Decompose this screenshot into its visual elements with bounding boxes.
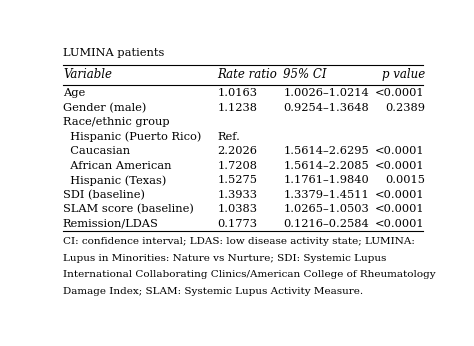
Text: Ref.: Ref. [217, 132, 240, 142]
Text: <0.0001: <0.0001 [375, 161, 425, 171]
Text: 0.1216–0.2584: 0.1216–0.2584 [283, 219, 369, 229]
Text: 2.2026: 2.2026 [217, 146, 257, 156]
Text: <0.0001: <0.0001 [375, 219, 425, 229]
Text: 1.5614–2.6295: 1.5614–2.6295 [283, 146, 369, 156]
Text: 0.1773: 0.1773 [217, 219, 257, 229]
Text: 0.9254–1.3648: 0.9254–1.3648 [283, 103, 369, 113]
Text: 1.0163: 1.0163 [217, 88, 257, 98]
Text: Hispanic (Puerto Rico): Hispanic (Puerto Rico) [63, 132, 201, 142]
Text: <0.0001: <0.0001 [375, 190, 425, 200]
Text: Gender (male): Gender (male) [63, 103, 146, 113]
Text: African American: African American [63, 161, 172, 171]
Text: Age: Age [63, 88, 85, 98]
Text: Remission/LDAS: Remission/LDAS [63, 219, 159, 229]
Text: <0.0001: <0.0001 [375, 204, 425, 214]
Text: 1.3933: 1.3933 [217, 190, 257, 200]
Text: LUMINA patients: LUMINA patients [63, 48, 164, 58]
Text: International Collaborating Clinics/American College of Rheumatology: International Collaborating Clinics/Amer… [63, 270, 436, 279]
Text: Damage Index; SLAM: Systemic Lupus Activity Measure.: Damage Index; SLAM: Systemic Lupus Activ… [63, 287, 363, 296]
Text: Rate ratio: Rate ratio [217, 67, 277, 81]
Text: <0.0001: <0.0001 [375, 146, 425, 156]
Text: Caucasian: Caucasian [63, 146, 130, 156]
Text: 1.0026–1.0214: 1.0026–1.0214 [283, 88, 369, 98]
Text: 1.5275: 1.5275 [217, 175, 257, 185]
Text: Race/ethnic group: Race/ethnic group [63, 117, 170, 127]
Text: <0.0001: <0.0001 [375, 88, 425, 98]
Text: Lupus in Minorities: Nature vs Nurture; SDI: Systemic Lupus: Lupus in Minorities: Nature vs Nurture; … [63, 254, 386, 263]
Text: 1.5614–2.2085: 1.5614–2.2085 [283, 161, 369, 171]
Text: 1.1238: 1.1238 [217, 103, 257, 113]
Text: Hispanic (Texas): Hispanic (Texas) [63, 175, 166, 186]
Text: 1.1761–1.9840: 1.1761–1.9840 [283, 175, 369, 185]
Text: Variable: Variable [63, 67, 112, 81]
Text: 1.0383: 1.0383 [217, 204, 257, 214]
Text: 1.3379–1.4511: 1.3379–1.4511 [283, 190, 369, 200]
Text: 0.0015: 0.0015 [385, 175, 425, 185]
Text: 0.2389: 0.2389 [385, 103, 425, 113]
Text: SLAM score (baseline): SLAM score (baseline) [63, 204, 194, 215]
Text: 1.7208: 1.7208 [217, 161, 257, 171]
Text: SDI (baseline): SDI (baseline) [63, 190, 145, 200]
Text: 95% CI: 95% CI [283, 67, 327, 81]
Text: 1.0265–1.0503: 1.0265–1.0503 [283, 204, 369, 214]
Text: p value: p value [382, 67, 425, 81]
Text: CI: confidence interval; LDAS: low disease activity state; LUMINA:: CI: confidence interval; LDAS: low disea… [63, 237, 415, 246]
